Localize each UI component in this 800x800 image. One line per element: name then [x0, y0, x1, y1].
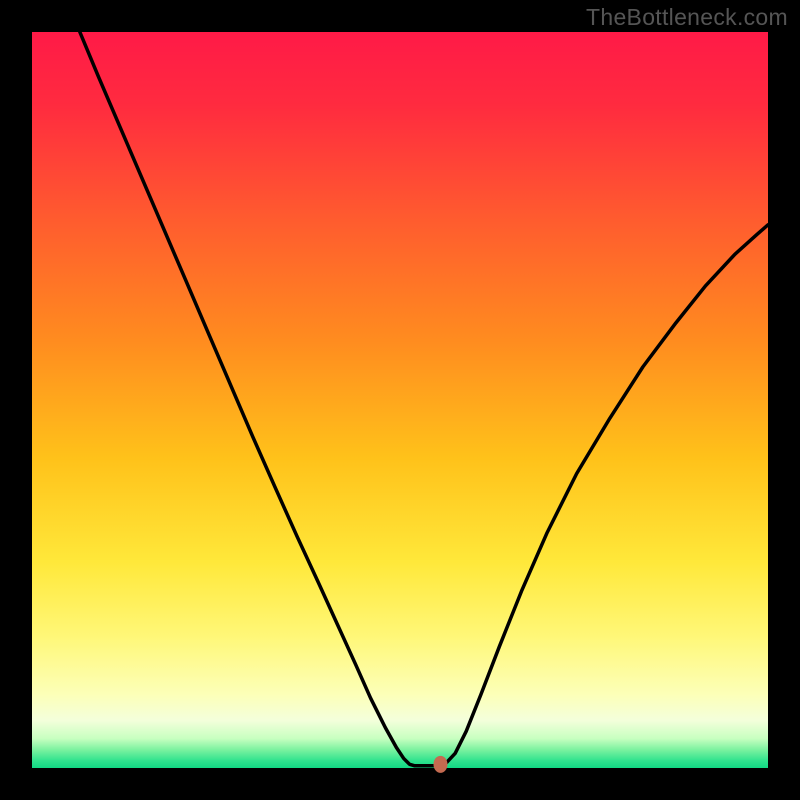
plot-background — [32, 32, 768, 768]
chart-container: TheBottleneck.com — [0, 0, 800, 800]
optimum-marker — [433, 756, 447, 773]
bottleneck-chart — [0, 0, 800, 800]
watermark-text: TheBottleneck.com — [586, 4, 788, 31]
